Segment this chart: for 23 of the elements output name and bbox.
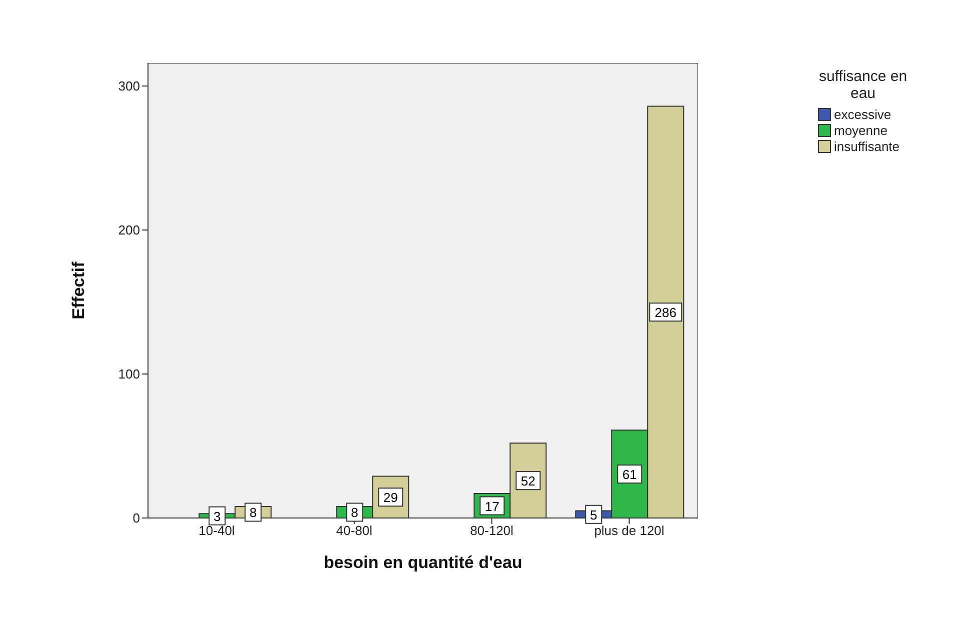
data-label: 17 (484, 498, 500, 514)
y-axis-title: Effectif (69, 261, 88, 320)
data-label: 52 (520, 474, 536, 489)
legend-title: suffisance en eau (818, 68, 908, 102)
data-label: 8 (250, 505, 257, 520)
x-tick-label: plus de 120l (594, 523, 664, 538)
data-label: 286 (654, 305, 676, 320)
y-tick-label: 300 (118, 78, 140, 94)
x-axis-title: besoin en quantité d'eau (324, 553, 522, 572)
x-tick-label: 80-120l (470, 523, 514, 538)
y-tick-label: 200 (118, 222, 140, 238)
y-tick-label: 0 (132, 510, 140, 526)
legend-label: moyenne (834, 122, 888, 138)
data-label: 8 (351, 505, 358, 520)
data-label: 3 (214, 508, 221, 524)
x-tick-label: 10-40l (198, 523, 235, 538)
legend-label: insuffisante (834, 138, 900, 154)
data-label: 61 (622, 467, 637, 482)
data-label: 29 (383, 490, 398, 506)
data-label: 5 (590, 507, 598, 522)
legend-label: excessive (834, 106, 892, 122)
x-tick-label: 40-80l (336, 523, 372, 538)
y-tick-label: 100 (118, 366, 140, 382)
